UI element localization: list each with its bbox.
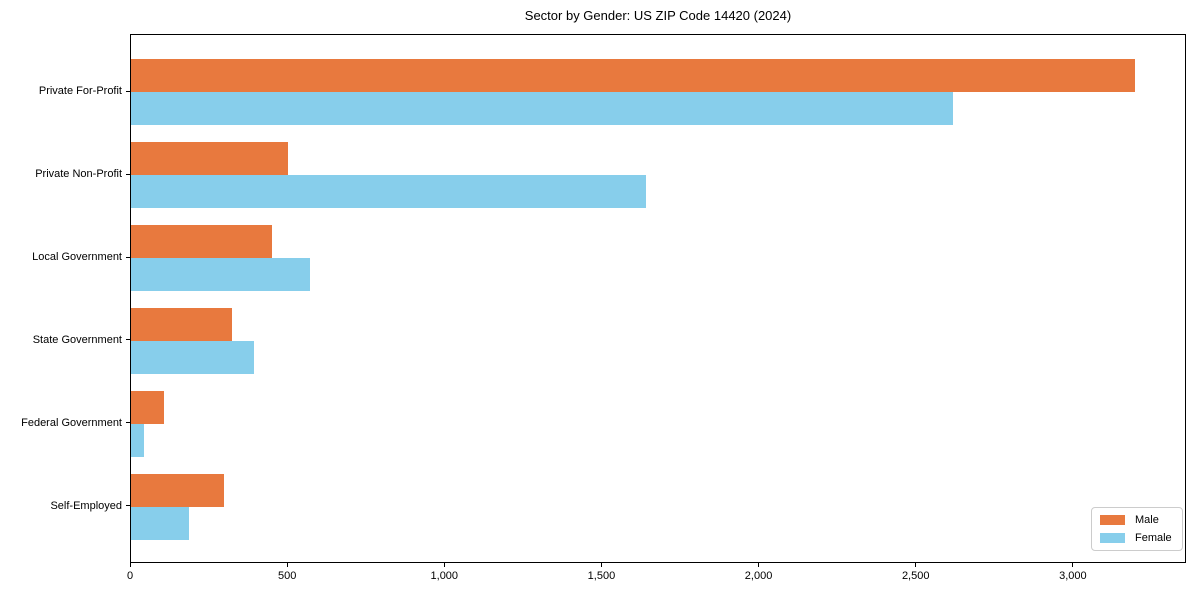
y-tick-mark (126, 422, 130, 424)
bar-male (131, 473, 224, 507)
bar-male (131, 59, 1136, 93)
x-tick-mark (1072, 563, 1074, 567)
legend-item-female: Female (1100, 532, 1172, 544)
y-tick-mark (126, 256, 130, 258)
x-tick-mark (286, 563, 288, 567)
y-tick-label: Self-Employed (50, 499, 122, 512)
y-tick-label: Private For-Profit (38, 85, 122, 98)
bar-female (131, 92, 953, 126)
x-tick-mark (915, 563, 917, 567)
legend-label-female: Female (1135, 532, 1172, 544)
x-tick-label: 3,000 (1059, 570, 1087, 582)
legend-swatch-male (1100, 515, 1125, 525)
y-tick-label: State Government (32, 333, 122, 346)
legend-label-male: Male (1135, 514, 1159, 526)
x-tick-mark (129, 563, 131, 567)
legend-swatch-female (1100, 533, 1125, 543)
bar-female (131, 506, 190, 540)
x-tick-mark (758, 563, 760, 567)
plot-area (130, 34, 1186, 563)
y-tick-label: Local Government (32, 251, 122, 264)
y-tick-mark (126, 90, 130, 92)
y-tick-mark (126, 339, 130, 341)
x-tick-mark (443, 563, 445, 567)
y-tick-mark (126, 505, 130, 507)
bar-female (131, 175, 647, 209)
x-tick-label: 1,500 (587, 570, 616, 582)
x-tick-mark (600, 563, 602, 567)
x-tick-label: 500 (277, 570, 297, 582)
legend: Male Female (1091, 507, 1183, 551)
y-tick-label: Private Non-Profit (35, 168, 122, 181)
x-tick-label: 0 (126, 570, 134, 582)
x-tick-label: 2,500 (901, 570, 930, 582)
bar-male (131, 225, 273, 259)
bar-male (131, 307, 232, 341)
bar-female (131, 258, 311, 292)
y-tick-label: Federal Government (21, 416, 122, 429)
x-tick-label: 2,000 (744, 570, 773, 582)
legend-item-male: Male (1100, 514, 1172, 526)
y-tick-mark (126, 173, 130, 175)
bar-male (131, 142, 289, 176)
bar-female (131, 423, 144, 457)
chart-title: Sector by Gender: US ZIP Code 14420 (202… (524, 8, 792, 23)
bar-male (131, 390, 164, 424)
x-tick-label: 1,000 (430, 570, 459, 582)
bar-female (131, 340, 254, 374)
